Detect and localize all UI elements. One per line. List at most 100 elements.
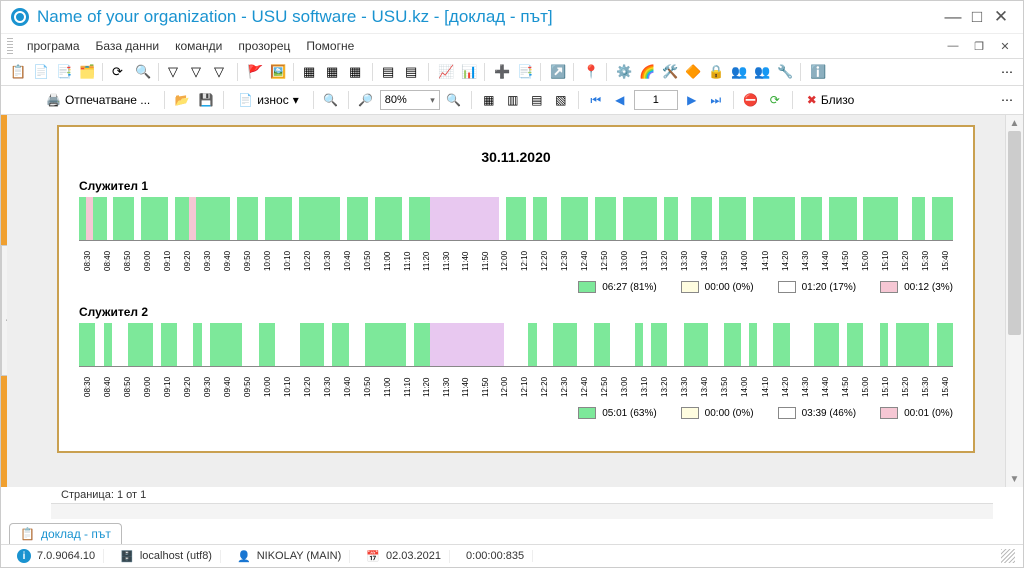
host-label: localhost (utf8) [140,550,212,562]
toolbar-button[interactable]: ⚙️ [613,62,633,82]
toolbar-button[interactable]: 🚩 [244,62,264,82]
activity-timeline [79,197,953,241]
page-number-input[interactable] [634,90,678,110]
stop-button[interactable]: ⛔ [741,90,761,110]
scroll-down-icon[interactable]: ▼ [1006,471,1023,487]
report-page: 30.11.2020 Служител 108:3008:4008:5009:0… [57,125,975,453]
menu-item[interactable]: прозорец [230,36,298,56]
toolbar-button[interactable]: ▽ [165,62,185,82]
toolbar-button[interactable]: 📑 [514,62,534,82]
toolbar-button[interactable]: 📑 [53,62,73,82]
date-label: 02.03.2021 [386,550,441,562]
menu-item[interactable]: Помогне [298,36,362,56]
version-label: 7.0.9064.10 [37,550,95,562]
first-page-button[interactable]: ⏮ [586,90,606,110]
toolbar-button[interactable]: ▽ [188,62,208,82]
zoom-whole-button[interactable]: 🔎 [356,90,376,110]
toolbar-button[interactable]: ▤ [379,62,399,82]
time-label: 0:00:00:835 [466,550,524,562]
next-page-button[interactable]: ▶ [682,90,702,110]
toolbar-button[interactable]: 🔧 [774,62,794,82]
zoom-combo[interactable]: 80%▾ [380,90,440,110]
toolbar-button[interactable]: ↗️ [547,62,567,82]
find-button[interactable]: 🔍 [321,90,341,110]
toolbar-button[interactable]: 📈 [435,62,455,82]
database-icon: 🗄️ [120,550,134,563]
toolbar-button[interactable]: 🔍 [132,62,152,82]
toolbar-button[interactable]: 🗂️ [76,62,96,82]
toolbar-button[interactable]: ▦ [346,62,366,82]
toolbar-overflow-icon[interactable]: ⋯ [997,62,1017,82]
minimize-button[interactable]: — [941,7,965,27]
mdi-restore-button[interactable]: ❐ [967,36,991,56]
titlebar: Name of your organization - USU software… [1,1,1023,33]
toolbar-button[interactable]: ▽ [211,62,231,82]
report-viewport: 30.11.2020 Служител 108:3008:4008:5009:0… [7,115,1005,487]
toolbar-button[interactable]: 👥 [728,62,748,82]
grip-icon [7,38,13,54]
info-icon: i [17,549,31,563]
calendar-icon: 📅 [366,550,380,563]
menubar: програмаБаза данникомандипрозорецПомогне… [1,33,1023,59]
toolbar-button[interactable]: 🛠️ [659,62,679,82]
toolbar-button[interactable]: 📊 [458,62,478,82]
toolbar-button[interactable]: ▤ [402,62,422,82]
zoom-out-button[interactable]: 🔍 [444,90,464,110]
window-title: Name of your organization - USU software… [37,7,553,27]
mdi-minimize-button[interactable]: — [941,36,965,56]
toolbar-button[interactable]: 🔶 [682,62,702,82]
last-page-button[interactable]: ⏭ [706,90,726,110]
user-label: NIKOLAY (MAIN) [257,550,342,562]
activity-timeline [79,323,953,367]
layout1-button[interactable]: ▦ [479,90,499,110]
employee-label: Служител 2 [79,305,953,319]
scroll-up-icon[interactable]: ▲ [1006,115,1023,131]
toolbar-button[interactable]: ➕ [491,62,511,82]
document-tabs: 📋 доклад - път [1,519,1023,544]
menu-item[interactable]: програма [19,36,88,56]
timeline-legend: 05:01 (63%)00:00 (0%)03:39 (46%)00:01 (0… [79,407,953,419]
toolbar-button[interactable]: 🖼️ [267,62,287,82]
doc-tab-report[interactable]: 📋 доклад - път [9,523,122,544]
toolbar-button[interactable]: ▦ [323,62,343,82]
report-toolbar: 🖨️ Отпечатване ... 📂 💾 📄 износ ▾ 🔍 🔎 80%… [1,86,1023,115]
main-toolbar: // placeholder toolbar icons rendered be… [1,59,1023,86]
open-folder-button[interactable]: 📂 [172,90,192,110]
timeline-legend: 06:27 (81%)00:00 (0%)01:20 (17%)00:12 (3… [79,281,953,293]
export-button[interactable]: 📄 износ ▾ [231,89,306,111]
clipboard-icon: 📋 [20,527,35,541]
mdi-close-button[interactable]: ✕ [993,36,1017,56]
toolbar-button[interactable]: 📋 [7,62,27,82]
printer-icon: 🖨️ [46,93,61,107]
horizontal-scrollbar[interactable] [51,503,993,519]
print-button[interactable]: 🖨️ Отпечатване ... [39,89,157,111]
time-axis: 08:3008:4008:5009:0009:1009:2009:3009:40… [79,243,953,252]
toolbar2-overflow-icon[interactable]: ⋯ [997,90,1017,110]
toolbar-button[interactable]: 🌈 [636,62,656,82]
toolbar-button[interactable]: 👥 [751,62,771,82]
toolbar-button[interactable]: 📄 [30,62,50,82]
toolbar-button[interactable]: ⟳ [109,62,129,82]
save-button[interactable]: 💾 [196,90,216,110]
refresh-button[interactable]: ⟳ [765,90,785,110]
prev-page-button[interactable]: ◀ [610,90,630,110]
toolbar-button[interactable]: 📍 [580,62,600,82]
layout3-button[interactable]: ▤ [527,90,547,110]
close-report-button[interactable]: ✖ Близо [800,89,862,111]
resize-grip-icon [1001,549,1015,563]
page-info-label: Страница: 1 от 1 [1,487,1023,503]
vertical-scrollbar[interactable]: ▲ ▼ [1005,115,1023,487]
menu-item[interactable]: команди [167,36,230,56]
employee-label: Служител 1 [79,179,953,193]
toolbar-button[interactable]: 🔒 [705,62,725,82]
toolbar-button[interactable]: ℹ️ [807,62,827,82]
maximize-button[interactable]: □ [965,7,989,27]
export-icon: 📄 [238,93,253,107]
close-x-icon: ✖ [807,93,817,107]
statusbar: i7.0.9064.10 🗄️localhost (utf8) 👤NIKOLAY… [1,544,1023,567]
layout4-button[interactable]: ▧ [551,90,571,110]
close-button[interactable]: ✕ [989,7,1013,27]
layout2-button[interactable]: ▥ [503,90,523,110]
menu-item[interactable]: База данни [88,36,168,56]
toolbar-button[interactable]: ▦ [300,62,320,82]
